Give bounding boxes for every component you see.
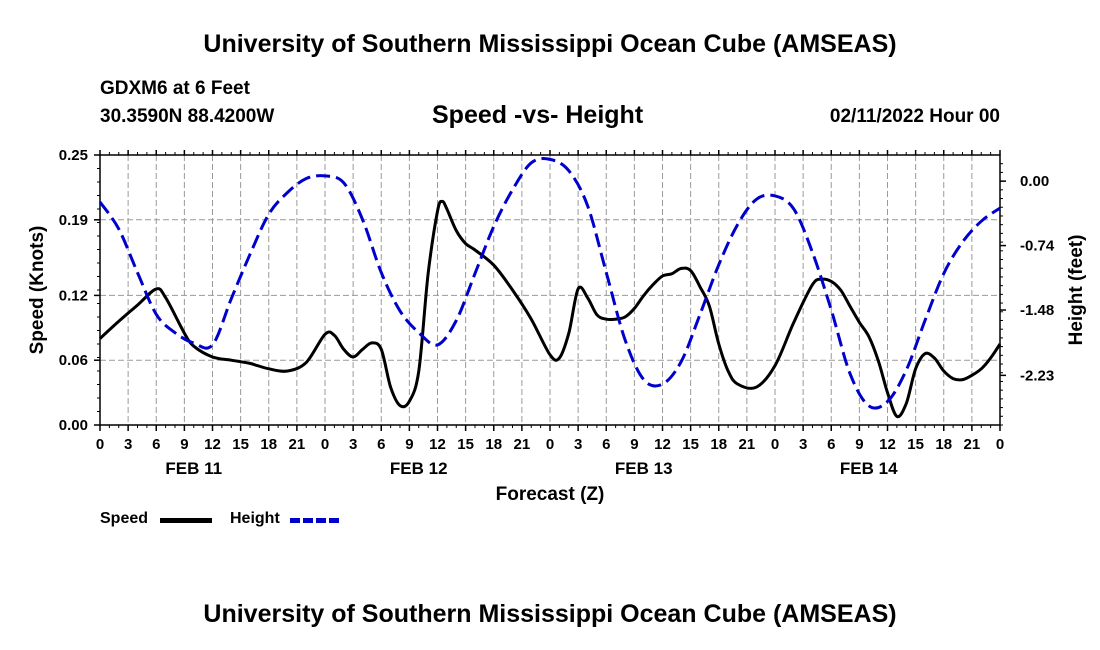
- x-tick-label: 6: [827, 436, 835, 453]
- y-right-tick-label: -1.48: [1020, 302, 1054, 319]
- x-tick-label: 3: [799, 436, 807, 453]
- y-left-tick-label: 0.06: [59, 352, 88, 369]
- x-tick-label: 15: [907, 436, 924, 453]
- x-tick-label: 12: [654, 436, 671, 453]
- x-tick-label: 9: [630, 436, 638, 453]
- series-lines: [98, 157, 1002, 419]
- x-tick-label: 0: [546, 436, 554, 453]
- x-tick-label: 6: [602, 436, 610, 453]
- x-tick-label: 15: [457, 436, 474, 453]
- x-tick-label: 12: [879, 436, 896, 453]
- coordinates-label: 30.3590N 88.4200W: [100, 106, 275, 127]
- x-tick-label: 0: [771, 436, 779, 453]
- date-label: FEB 14: [840, 459, 898, 478]
- x-tick-label: 3: [349, 436, 357, 453]
- footer-title: University of Southern Mississippi Ocean…: [203, 600, 897, 628]
- legend-height-label: Height: [230, 510, 280, 527]
- legend-speed-label: Speed: [100, 510, 149, 527]
- x-tick-label: 21: [289, 436, 306, 453]
- speed-series-line: [98, 199, 1002, 419]
- grid-lines: [100, 155, 1000, 425]
- y-left-axis-title: Speed (Knots): [27, 226, 48, 355]
- x-tick-label: 21: [964, 436, 981, 453]
- x-tick-label: 18: [710, 436, 727, 453]
- y-left-tick-label: 0.19: [59, 212, 88, 229]
- y-left-tick-label: 0.25: [59, 147, 88, 164]
- x-tick-label: 6: [377, 436, 385, 453]
- main-title: University of Southern Mississippi Ocean…: [203, 30, 897, 58]
- x-tick-label: 3: [124, 436, 132, 453]
- plot-frame: [99, 154, 1001, 426]
- y-right-tick-label: 0.00: [1020, 173, 1049, 190]
- x-tick-label: 12: [429, 436, 446, 453]
- date-label: FEB 12: [390, 459, 448, 478]
- x-tick-label: 15: [682, 436, 699, 453]
- date-label: FEB 13: [615, 459, 673, 478]
- x-tick-label: 18: [260, 436, 277, 453]
- forecast-date: 02/11/2022 Hour 00: [829, 106, 1000, 127]
- y-right-tick-label: -2.23: [1020, 367, 1054, 384]
- x-tick-label: 3: [574, 436, 582, 453]
- x-tick-label: 18: [485, 436, 502, 453]
- x-tick-label: 0: [996, 436, 1004, 453]
- x-tick-label: 6: [152, 436, 160, 453]
- x-tick-label: 15: [232, 436, 249, 453]
- x-tick-label: 9: [855, 436, 863, 453]
- legend-speed-swatch: [160, 518, 212, 523]
- y-left-tick-label: 0.00: [59, 417, 88, 434]
- x-tick-label: 21: [514, 436, 531, 453]
- height-series-line: [98, 157, 1001, 410]
- axes: [94, 150, 1006, 431]
- legend-height-swatch: [290, 518, 342, 523]
- axis-labels: 0 3 6 9 12 15 18 21 0 3 6 9 12 15 18 21 0 3 6 9 12 15 18 21 0 3 6 9…: [27, 147, 1087, 505]
- y-left-tick-label: 0.12: [59, 287, 88, 304]
- chart-title: Speed -vs- Height: [432, 101, 644, 129]
- x-tick-label: 0: [321, 436, 329, 453]
- x-tick-label: 9: [405, 436, 413, 453]
- y-right-axis-title: Height (feet): [1066, 235, 1087, 346]
- x-tick-label: 21: [739, 436, 756, 453]
- x-axis-title: Forecast (Z): [496, 484, 605, 505]
- station-label: GDXM6 at 6 Feet: [100, 78, 250, 99]
- x-tick-label: 12: [204, 436, 221, 453]
- y-right-tick-label: -0.74: [1020, 238, 1055, 255]
- date-label: FEB 11: [165, 459, 222, 478]
- x-tick-label: 9: [180, 436, 188, 453]
- x-tick-label: 18: [935, 436, 952, 453]
- x-tick-label: 0: [96, 436, 104, 453]
